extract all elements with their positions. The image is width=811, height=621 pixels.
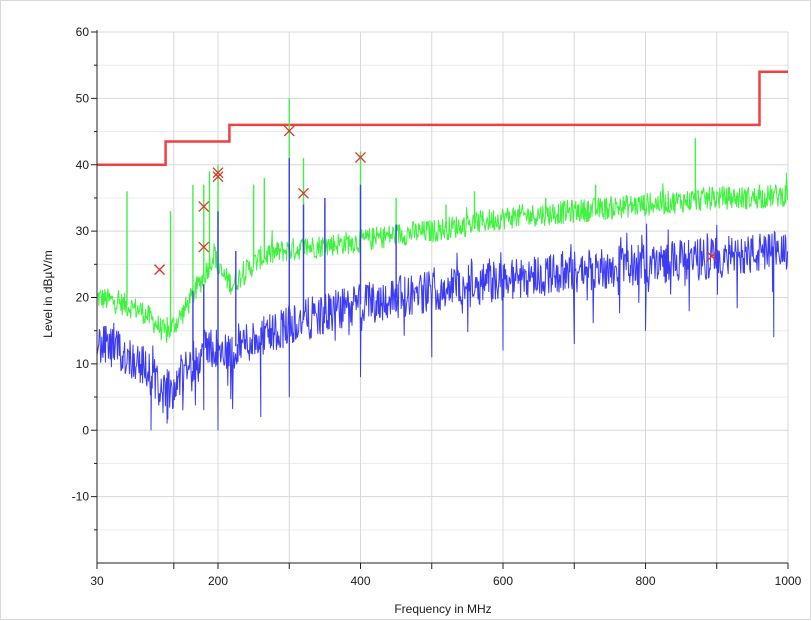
y-tick-label: -10 xyxy=(72,490,90,504)
x-tick-label: 400 xyxy=(350,574,370,588)
peak-marker xyxy=(283,125,295,137)
peak-marker xyxy=(198,241,210,253)
peak-marker xyxy=(212,171,224,183)
y-tick-labels: 60 50 40 30 20 10 0 -10 xyxy=(72,25,90,504)
y-tick-label: 20 xyxy=(76,291,90,305)
y-axis-label: Level in dBµV/m xyxy=(41,250,55,338)
peak-marker xyxy=(298,187,309,199)
y-tick-label: 50 xyxy=(76,91,90,105)
average-trace-layer xyxy=(96,158,789,431)
peak-marker xyxy=(212,167,224,179)
axes xyxy=(91,30,789,569)
x-axis-label: Frequency in MHz xyxy=(394,602,491,616)
x-tick-labels: 30 200 400 600 800 1000 xyxy=(90,574,801,588)
x-tick-label: 1000 xyxy=(775,574,802,588)
peak-marker xyxy=(355,151,366,163)
y-tick-label: 0 xyxy=(82,423,89,437)
y-tick-label: 10 xyxy=(76,357,90,371)
limit-line xyxy=(97,70,788,167)
x-tick-label: 800 xyxy=(635,574,655,588)
peak-trace xyxy=(96,172,789,343)
y-tick-label: 60 xyxy=(76,25,90,39)
peak-marker xyxy=(706,250,718,262)
peak-marker xyxy=(154,264,166,276)
y-tick-label: 40 xyxy=(76,158,90,172)
x-tick-label: 600 xyxy=(493,574,513,588)
x-tick-label: 30 xyxy=(90,574,104,588)
x-tick-label: 200 xyxy=(208,574,228,588)
marker-layer xyxy=(154,125,718,276)
average-trace xyxy=(96,223,789,431)
peak-marker xyxy=(198,201,210,213)
limit-line-layer xyxy=(97,70,788,167)
peak-trace-layer xyxy=(96,98,789,343)
y-tick-label: 30 xyxy=(76,224,90,238)
